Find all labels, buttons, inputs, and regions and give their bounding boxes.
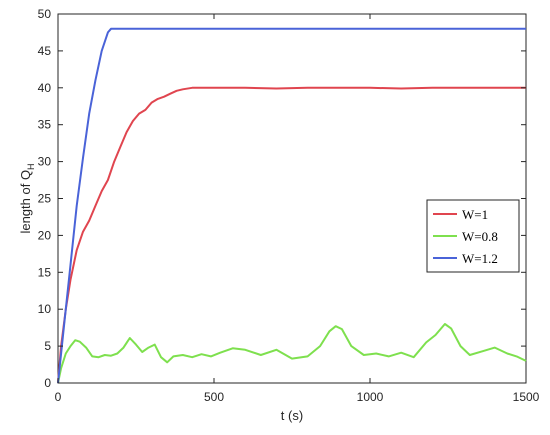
y-tick-label: 15 (38, 265, 52, 279)
series-line-0 (57, 86, 526, 384)
y-tick-label: 25 (38, 192, 52, 206)
y-axis-label-main: length of Q (18, 170, 33, 234)
y-tick-label: 10 (38, 302, 52, 316)
y-axis-label-subscript: H (26, 163, 36, 170)
y-tick-label: 40 (38, 81, 52, 95)
legend-label-2: W=1.2 (462, 251, 498, 266)
series-line-1 (57, 323, 527, 384)
x-tick-label: 1000 (357, 390, 384, 404)
plot-area (57, 13, 527, 384)
x-tick-label: 0 (55, 390, 62, 404)
y-tick-label: 35 (38, 118, 52, 132)
series-line-2 (57, 27, 526, 384)
y-tick-label: 45 (38, 44, 52, 58)
ticks-layer: 0 500 1000 1500 0 5 10 15 20 25 30 35 40 45 50 (38, 7, 540, 404)
x-axis-label: t (s) (281, 408, 303, 423)
y-tick-label: 0 (44, 376, 51, 390)
series-layer (57, 27, 527, 384)
x-tick-label: 1500 (513, 390, 540, 404)
x-tick-label: 500 (204, 390, 224, 404)
y-tick-label: 30 (38, 155, 52, 169)
legend-label-0: W=1 (462, 207, 488, 222)
y-axis-label: length of QH (18, 163, 36, 233)
legend: W=1 W=0.8 W=1.2 (426, 199, 520, 273)
y-tick-label: 5 (44, 339, 51, 353)
legend-label-1: W=0.8 (462, 229, 498, 244)
y-tick-label: 50 (38, 7, 52, 21)
y-tick-label: 20 (38, 228, 52, 242)
